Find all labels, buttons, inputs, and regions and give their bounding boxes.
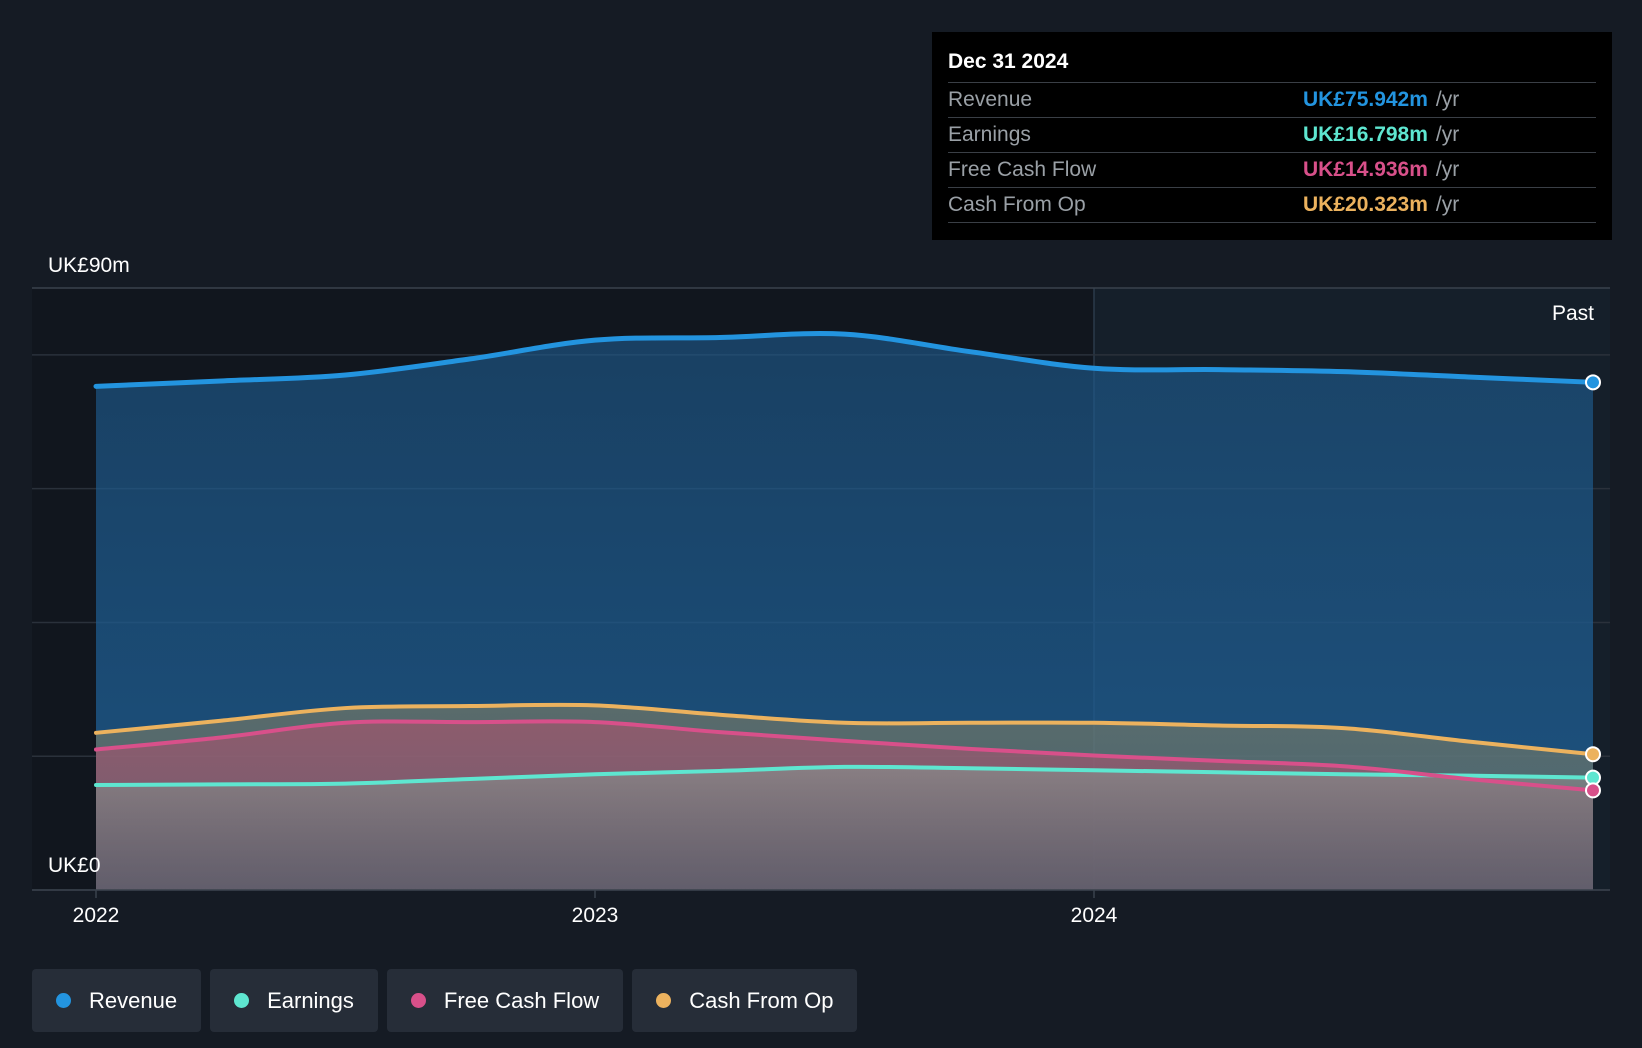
earnings-line bbox=[94, 764, 1595, 787]
series-end-dots bbox=[1585, 374, 1601, 799]
tooltip-label: Free Cash Flow bbox=[948, 158, 1097, 181]
earnings-dot-icon bbox=[234, 993, 250, 1008]
tooltip-date: Dec 31 2024 bbox=[948, 46, 1596, 83]
tooltip-value: UK£20.323m bbox=[1303, 193, 1428, 216]
tooltip-row-cash-from-op: Cash From Op UK£20.323m /yr bbox=[948, 188, 1596, 223]
tooltip-row-earnings: Earnings UK£16.798m /yr bbox=[948, 118, 1596, 153]
tooltip-label: Revenue bbox=[948, 88, 1033, 111]
tooltip-label: Earnings bbox=[948, 123, 1031, 146]
tooltip-value: UK£14.936m bbox=[1303, 158, 1428, 181]
tooltip-value: UK£16.798m bbox=[1303, 123, 1428, 146]
tooltip-unit: /yr bbox=[1435, 193, 1460, 216]
y-axis-bottom-label: UK£0 bbox=[48, 854, 101, 877]
revenue-end-dot bbox=[1585, 374, 1601, 391]
past-label: Past bbox=[1552, 302, 1594, 325]
y-axis-top-label: UK£90m bbox=[48, 254, 130, 277]
legend-item-revenue[interactable]: Revenue bbox=[32, 969, 202, 1032]
tooltip-unit: /yr bbox=[1435, 88, 1460, 111]
earnings-area bbox=[96, 766, 1593, 890]
x-tick-label: 2022 bbox=[73, 904, 120, 927]
tooltip-unit: /yr bbox=[1435, 158, 1460, 181]
tooltip-label: Cash From Op bbox=[948, 193, 1086, 216]
legend: Revenue Earnings Free Cash Flow Cash Fro… bbox=[32, 969, 858, 1032]
tooltip-row-free-cash-flow: Free Cash Flow UK£14.936m /yr bbox=[948, 153, 1596, 188]
chart: 2022 2023 2024 UK£90m UK£0 Past bbox=[32, 254, 1610, 927]
legend-label: Cash From Op bbox=[689, 987, 834, 1013]
x-axis-ticks: 2022 2023 2024 bbox=[73, 890, 1118, 927]
series-lines bbox=[93, 331, 1596, 793]
series-areas bbox=[96, 333, 1593, 890]
legend-item-earnings[interactable]: Earnings bbox=[210, 969, 378, 1032]
legend-label: Earnings bbox=[267, 987, 354, 1013]
cash-from-op-line bbox=[94, 702, 1595, 757]
x-tick-label: 2024 bbox=[1071, 904, 1118, 927]
legend-item-free-cash-flow[interactable]: Free Cash Flow bbox=[386, 969, 624, 1032]
legend-label: Free Cash Flow bbox=[443, 987, 600, 1013]
free-cash-flow-line bbox=[94, 719, 1595, 793]
revenue-dot-icon bbox=[56, 993, 71, 1008]
free-cash-flow-dot-icon bbox=[410, 993, 426, 1008]
revenue-line bbox=[93, 331, 1596, 389]
tooltip: Dec 31 2024 Revenue UK£75.942m /yr Earni… bbox=[932, 32, 1612, 240]
x-tick-label: 2023 bbox=[572, 904, 619, 927]
tooltip-value: UK£75.942m bbox=[1303, 88, 1428, 111]
legend-label: Revenue bbox=[89, 987, 178, 1013]
legend-item-cash-from-op[interactable]: Cash From Op bbox=[632, 969, 858, 1032]
free-cash-flow-end-dot bbox=[1585, 782, 1601, 799]
tooltip-row-revenue: Revenue UK£75.942m /yr bbox=[948, 83, 1596, 118]
cash-from-op-end-dot bbox=[1585, 746, 1601, 763]
tooltip-unit: /yr bbox=[1435, 123, 1460, 146]
cash-from-op-dot-icon bbox=[656, 993, 672, 1008]
